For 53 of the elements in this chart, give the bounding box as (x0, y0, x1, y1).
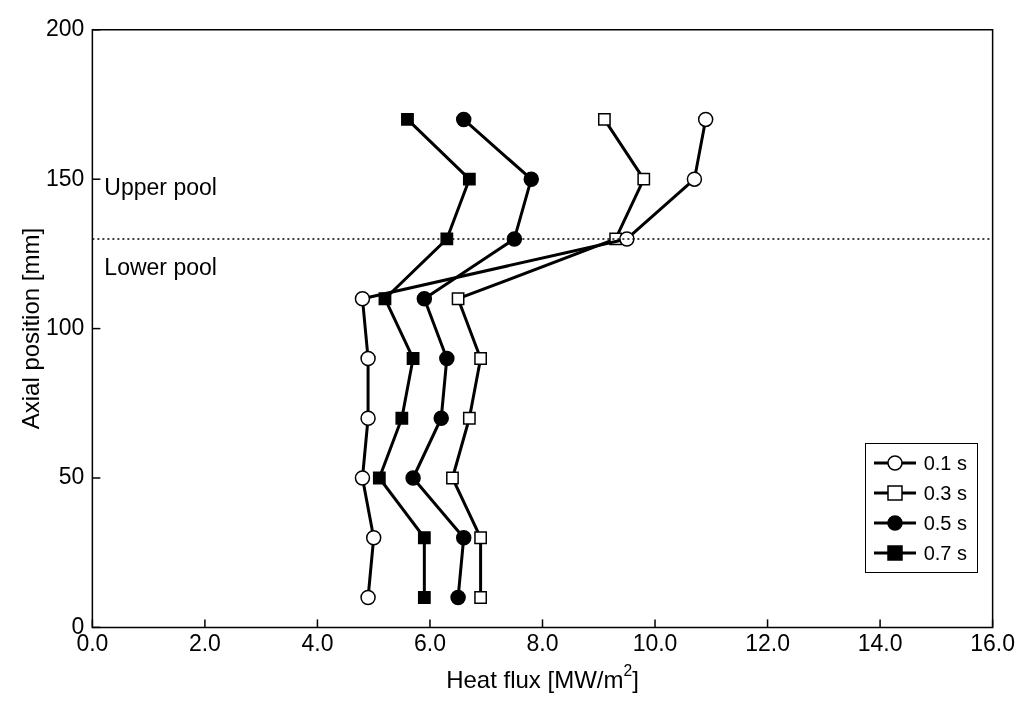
point (474, 531, 488, 545)
point (406, 352, 420, 365)
point (440, 232, 454, 246)
x-tick-label: 12.0 (745, 629, 790, 656)
annotation: Lower pool (104, 254, 217, 281)
point (597, 113, 611, 126)
point (619, 231, 635, 247)
point (433, 410, 449, 426)
point (360, 350, 376, 367)
annotation: Upper pool (104, 174, 217, 201)
point (446, 471, 459, 485)
point (360, 410, 376, 426)
point (372, 471, 386, 485)
point (462, 411, 476, 425)
point (450, 589, 466, 606)
point (416, 290, 433, 307)
y-tick-label: 50 (58, 463, 85, 490)
point (506, 231, 523, 247)
x-tick-label: 16.0 (970, 629, 1015, 656)
x-tick-label: 8.0 (526, 629, 559, 656)
point (462, 172, 476, 186)
point (354, 470, 371, 486)
legend-label: 0.7 s (923, 541, 967, 565)
point (417, 591, 431, 604)
legend-label: 0.3 s (923, 481, 967, 505)
point (360, 589, 376, 606)
point (439, 350, 455, 367)
point (401, 113, 414, 126)
legend-label: 0.1 s (923, 451, 967, 475)
x-tick-label: 14.0 (857, 629, 903, 656)
point (686, 171, 703, 187)
point (637, 172, 651, 186)
point (697, 111, 714, 128)
y-tick-label: 200 (46, 15, 85, 42)
y-axis-title: Axial position [mm] (16, 227, 44, 430)
point (523, 171, 539, 187)
point (405, 470, 421, 486)
point (365, 530, 382, 546)
point (455, 530, 472, 546)
y-tick-label: 150 (46, 164, 85, 191)
x-tick-label: 4.0 (301, 629, 334, 656)
x-tick-label: 6.0 (413, 629, 446, 656)
point (451, 292, 465, 306)
y-tick-label: 100 (46, 313, 85, 340)
point (417, 531, 431, 545)
legend-label: 0.5 s (923, 511, 967, 535)
point (354, 290, 371, 307)
point (455, 111, 472, 128)
point (474, 352, 488, 365)
point (395, 411, 409, 425)
x-tick-label: 10.0 (632, 629, 678, 656)
point (474, 591, 488, 604)
x-tick-label: 2.0 (188, 629, 221, 656)
